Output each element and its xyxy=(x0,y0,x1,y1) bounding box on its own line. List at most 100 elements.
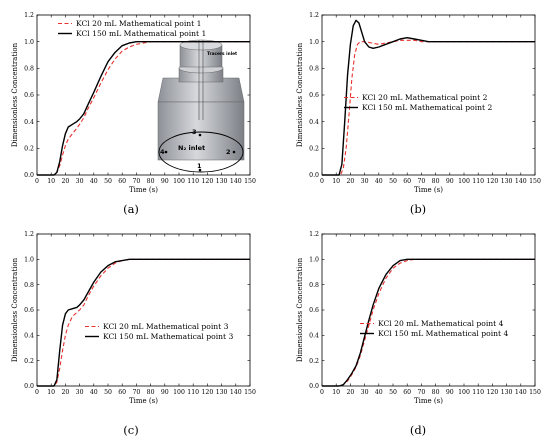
series-line-2 xyxy=(37,258,250,387)
x-tick-label: 80 xyxy=(147,389,155,396)
y-tick-label: 0.6 xyxy=(309,307,319,314)
x-tick-label: 60 xyxy=(403,178,411,185)
x-tick-label: 0 xyxy=(320,178,324,185)
y-axis-title: Dimensionless Concentration xyxy=(296,257,304,362)
x-tick-label: 20 xyxy=(346,389,354,396)
y-tick-label: 0.2 xyxy=(24,146,34,153)
x-tick-label: 100 xyxy=(173,389,185,396)
x-tick-label: 10 xyxy=(47,178,55,185)
x-tick-label: 150 xyxy=(244,178,256,185)
x-tick-label: 110 xyxy=(472,178,484,185)
legend-entry: KCl 150 mL Mathematical point 4 xyxy=(378,329,508,338)
x-tick-label: 30 xyxy=(361,178,369,185)
series-line-1 xyxy=(37,41,250,176)
x-tick-label: 120 xyxy=(486,389,498,396)
y-tick-label: 1.2 xyxy=(24,231,34,238)
y-tick-label: 0.4 xyxy=(309,333,319,340)
x-tick-label: 40 xyxy=(375,389,383,396)
x-tick-label: 40 xyxy=(90,178,98,185)
x-tick-label: 130 xyxy=(501,389,513,396)
x-tick-label: 100 xyxy=(458,389,470,396)
panel-label: (b) xyxy=(410,202,426,216)
panel-label: (c) xyxy=(123,423,138,437)
x-tick-label: 50 xyxy=(104,389,112,396)
y-tick-label: 0.2 xyxy=(24,358,34,365)
x-tick-label: 50 xyxy=(389,389,397,396)
x-tick-label: 70 xyxy=(417,178,425,185)
x-tick-label: 100 xyxy=(173,178,185,185)
x-tick-label: 60 xyxy=(403,389,411,396)
measurement-point-label: 1 xyxy=(197,162,202,170)
reactor-base-outline xyxy=(158,131,244,173)
x-tick-label: 150 xyxy=(529,389,541,396)
x-tick-label: 30 xyxy=(76,178,84,185)
x-tick-label: 0 xyxy=(320,389,324,396)
x-axis-title: Time (s) xyxy=(129,186,158,194)
x-tick-label: 110 xyxy=(472,389,484,396)
x-tick-label: 0 xyxy=(35,178,39,185)
x-tick-label: 110 xyxy=(187,178,199,185)
x-tick-label: 120 xyxy=(201,178,213,185)
x-tick-label: 80 xyxy=(432,389,440,396)
x-tick-label: 140 xyxy=(230,178,242,185)
y-tick-label: 0.0 xyxy=(309,172,319,179)
y-tick-label: 1.0 xyxy=(24,39,34,46)
y-tick-label: 0.8 xyxy=(24,282,34,289)
reactor-inset-image: Tracers inlet N₂ inlet 1 2 3 4 xyxy=(157,39,245,173)
x-tick-label: 10 xyxy=(47,389,55,396)
x-tick-label: 130 xyxy=(216,178,228,185)
x-tick-label: 80 xyxy=(432,178,440,185)
y-tick-label: 0.4 xyxy=(309,119,319,126)
chart-panel-1: 0 10 20 30 40 50 60 70 80 90 100 110 120 130 140 150 0.0… xyxy=(11,12,256,216)
y-tick-label: 1.2 xyxy=(309,12,319,19)
x-tick-label: 80 xyxy=(147,178,155,185)
chart-panel-4: 0 10 20 30 40 50 60 70 80 90 100 110 120 130 140 150 0.0… xyxy=(296,231,541,437)
x-tick-label: 90 xyxy=(161,389,169,396)
tracers-inlet-label: Tracers inlet xyxy=(207,51,237,57)
y-tick-label: 0.4 xyxy=(24,333,34,340)
x-axis-title: Time (s) xyxy=(129,397,158,405)
x-tick-label: 140 xyxy=(230,389,242,396)
legend-entry: KCl 150 mL Mathematical point 2 xyxy=(362,103,492,112)
x-tick-label: 90 xyxy=(446,389,454,396)
x-tick-label: 10 xyxy=(332,389,340,396)
y-tick-label: 1.0 xyxy=(309,39,319,46)
y-tick-label: 0.2 xyxy=(309,358,319,365)
y-tick-label: 1.0 xyxy=(309,257,319,264)
x-axis-title: Time (s) xyxy=(414,397,443,405)
y-axis-title: Dimensionless Concentration xyxy=(296,42,304,147)
legend-entry: KCl 20 mL Mathematical point 4 xyxy=(378,319,504,328)
series-line-2 xyxy=(37,40,250,176)
x-tick-label: 10 xyxy=(332,178,340,185)
legend-entry: KCl 20 mL Mathematical point 3 xyxy=(103,322,229,331)
y-tick-label: 0.8 xyxy=(309,282,319,289)
x-tick-label: 110 xyxy=(187,389,199,396)
x-tick-label: 120 xyxy=(486,178,498,185)
panel-label: (d) xyxy=(410,423,426,437)
y-tick-label: 0.0 xyxy=(24,383,34,390)
legend-entry: KCl 20 mL Mathematical point 1 xyxy=(76,19,201,28)
x-tick-label: 30 xyxy=(76,389,84,396)
x-tick-label: 20 xyxy=(61,389,69,396)
y-tick-label: 0.8 xyxy=(24,66,34,73)
reactor-base xyxy=(157,101,245,161)
x-tick-label: 60 xyxy=(118,389,126,396)
y-tick-label: 1.0 xyxy=(24,257,34,264)
x-tick-label: 140 xyxy=(515,178,527,185)
x-tick-label: 150 xyxy=(244,389,256,396)
x-tick-label: 130 xyxy=(216,389,228,396)
measurement-point xyxy=(198,133,202,137)
y-tick-label: 1.2 xyxy=(309,231,319,238)
x-tick-label: 70 xyxy=(132,178,140,185)
y-tick-label: 0.2 xyxy=(309,146,319,153)
x-tick-label: 30 xyxy=(361,389,369,396)
y-tick-label: 1.2 xyxy=(24,12,34,19)
x-tick-label: 120 xyxy=(201,389,213,396)
measurement-point-label: 2 xyxy=(226,148,231,156)
x-tick-label: 70 xyxy=(132,389,140,396)
x-tick-label: 60 xyxy=(118,178,126,185)
